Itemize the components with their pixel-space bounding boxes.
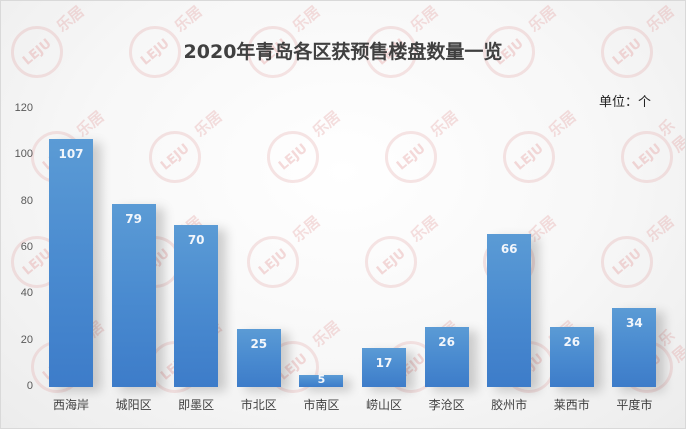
watermark-text: 乐居 xyxy=(289,212,324,246)
bar-value-label: 107 xyxy=(58,147,84,162)
bar: 66 xyxy=(487,234,532,387)
x-category-label: 平度市 xyxy=(616,398,653,412)
x-category-label: 胶州市 xyxy=(491,398,528,412)
watermark-text: 乐居 xyxy=(655,116,686,156)
chart-title: 2020年青岛各区获预售楼盘数量一览 xyxy=(183,41,503,63)
watermark-text: 乐居 xyxy=(73,107,108,141)
watermark-text: 乐居 xyxy=(53,2,88,36)
x-category-label: 城阳区 xyxy=(115,398,152,412)
bar-value-label: 66 xyxy=(500,242,518,257)
bar: 17 xyxy=(362,347,406,387)
watermark-logo-icon: LEJU xyxy=(374,120,448,194)
x-category-label: 西海岸 xyxy=(52,398,89,412)
watermark-text: 乐居 xyxy=(643,212,678,246)
watermark-text: 乐居 xyxy=(655,326,686,366)
bar: 107 xyxy=(49,139,93,387)
watermark-logo-icon: LEJU xyxy=(236,225,310,299)
bar: 25 xyxy=(236,329,281,387)
watermark-logo-icon: LEJU xyxy=(138,120,212,194)
watermark-text: 乐居 xyxy=(427,107,462,141)
watermark-logo-icon: LEJU xyxy=(256,120,330,194)
bar-value-label: 34 xyxy=(626,316,643,331)
bar: 79 xyxy=(111,203,156,387)
watermark-logo-icon: LEJU xyxy=(354,225,428,299)
bar: 34 xyxy=(612,308,657,387)
bar-value-label: 5 xyxy=(317,373,326,387)
watermark-text: 乐居 xyxy=(525,2,560,36)
bar-value-label: 79 xyxy=(125,211,142,226)
y-tick-label: 80 xyxy=(20,194,33,207)
x-category-label: 市北区 xyxy=(240,398,277,412)
watermark-text: 乐居 xyxy=(407,2,442,36)
y-tick-label: 100 xyxy=(14,148,33,161)
watermark-logo-icon: LEJU xyxy=(492,120,566,194)
bar-value-label: 70 xyxy=(187,232,205,247)
watermark-logo-icon: LEJU xyxy=(590,225,664,299)
bar-value-label: 26 xyxy=(563,334,581,349)
watermark-text: 乐居 xyxy=(309,317,344,351)
bar: 5 xyxy=(299,373,344,387)
watermark-text: 乐居 xyxy=(309,107,344,141)
bar-value-label: 25 xyxy=(250,337,268,352)
x-category-label: 即墨区 xyxy=(178,398,215,412)
bar-value-label: 17 xyxy=(375,355,393,370)
y-tick-label: 40 xyxy=(20,287,33,300)
watermark-text: 乐居 xyxy=(545,107,580,141)
watermark-text: 乐居 xyxy=(289,2,324,36)
y-tick-label: 120 xyxy=(14,102,33,114)
y-tick-label: 0 xyxy=(26,380,33,392)
bar: 26 xyxy=(424,326,469,387)
bar: 26 xyxy=(549,326,594,387)
bar-value-label: 26 xyxy=(438,334,455,349)
watermark-text: 乐居 xyxy=(643,2,678,36)
x-category-label: 崂山区 xyxy=(365,398,402,412)
watermark-text: 乐居 xyxy=(407,212,442,246)
x-category-label: 莱西市 xyxy=(553,398,590,412)
x-category-label: 市南区 xyxy=(303,398,340,412)
y-tick-label: 20 xyxy=(20,333,33,346)
x-category-label: 李沧区 xyxy=(428,398,465,412)
y-tick-label: 60 xyxy=(20,241,33,253)
watermark-logo-icon: LEJU xyxy=(610,120,684,194)
watermark-text: 乐居 xyxy=(191,107,226,141)
watermark-text: 乐居 xyxy=(171,2,206,36)
bar: 70 xyxy=(174,224,219,387)
unit-label: 单位：个 xyxy=(599,95,652,110)
